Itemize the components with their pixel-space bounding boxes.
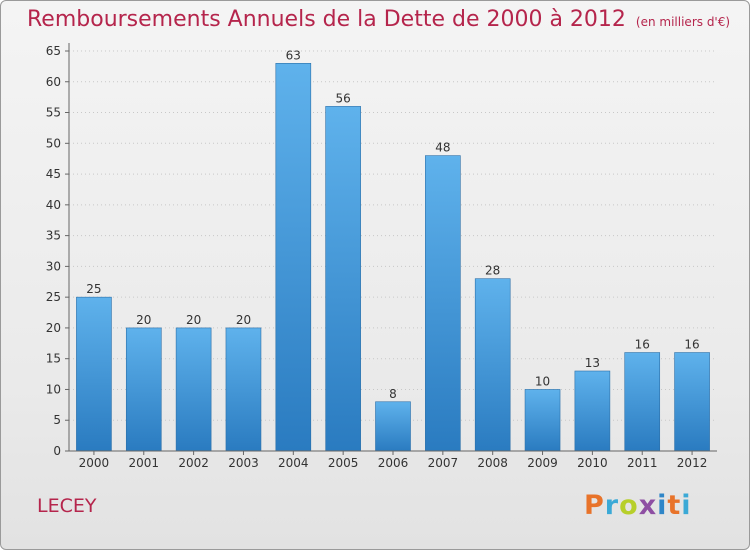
value-label: 20	[136, 313, 151, 327]
y-tick-label: 5	[53, 413, 61, 427]
value-label: 20	[186, 313, 201, 327]
bar	[175, 327, 212, 452]
y-tick-label: 60	[46, 75, 61, 89]
value-label: 8	[389, 387, 397, 401]
logo-letter: i	[681, 490, 692, 521]
y-tick-label: 45	[46, 167, 61, 181]
bar	[674, 352, 710, 452]
x-tick-label: 2003	[228, 456, 259, 470]
x-tick-label: 2000	[79, 456, 110, 470]
bar	[624, 352, 661, 452]
logo-letter: t	[667, 490, 682, 521]
value-label: 10	[535, 374, 550, 388]
bar	[375, 401, 411, 452]
y-tick-label: 40	[46, 198, 61, 212]
bar	[524, 389, 561, 452]
y-tick-label: 15	[46, 352, 61, 366]
grid	[69, 50, 717, 421]
value-label: 63	[286, 48, 301, 62]
bar	[76, 296, 112, 452]
x-tick-label: 2001	[128, 456, 159, 470]
value-label: 20	[236, 313, 251, 327]
x-tick-label: 2004	[278, 456, 309, 470]
value-label: 25	[86, 282, 101, 296]
chart-title-text: Remboursements Annuels de la Dette de 20…	[27, 7, 626, 32]
x-tick-label: 2012	[677, 456, 708, 470]
x-tick-label: 2008	[477, 456, 508, 470]
value-label: 28	[485, 264, 500, 278]
logo-letter: r	[604, 490, 620, 521]
y-tick-label: 20	[46, 321, 61, 335]
x-tick-label: 2009	[527, 456, 558, 470]
bar	[574, 370, 611, 452]
chart-unit: (en milliers d'€)	[635, 15, 731, 29]
bar	[425, 155, 461, 452]
axes: 0 5 10 15 20 25 30 35 40 45 50 55 60 65 2000 2001 2002 20…	[46, 43, 717, 470]
y-tick-label: 10	[46, 382, 61, 396]
bar	[325, 106, 361, 452]
chart-title: Remboursements Annuels de la Dette de 20…	[27, 7, 730, 32]
logo-letter: i	[657, 490, 668, 521]
logo-letter: x	[638, 490, 658, 521]
logo-letter: o	[619, 490, 639, 521]
y-tick-label: 65	[46, 44, 61, 58]
bars: 25 20 20 20 63 56 8 48 28 10 13 16 16	[76, 48, 710, 452]
y-tick-label: 55	[46, 106, 61, 120]
value-label: 16	[635, 338, 650, 352]
value-label: 13	[585, 356, 600, 370]
commune-name: LECEY	[37, 495, 97, 517]
x-tick-label: 2011	[627, 456, 658, 470]
y-tick-label: 0	[53, 444, 61, 458]
x-tick-label: 2002	[178, 456, 209, 470]
bar	[275, 63, 312, 452]
x-tick-label: 2005	[328, 456, 359, 470]
proxiti-logo: Proxiti	[584, 490, 692, 521]
logo-letter: P	[584, 490, 605, 521]
bar	[225, 327, 262, 452]
y-tick-label: 50	[46, 136, 61, 150]
value-label: 48	[435, 141, 450, 155]
x-tick-label: 2006	[378, 456, 409, 470]
x-tick-label: 2007	[428, 456, 459, 470]
y-tick-label: 30	[46, 259, 61, 273]
y-tick-label: 25	[46, 290, 61, 304]
value-label: 56	[336, 91, 351, 105]
y-tick-label: 35	[46, 229, 61, 243]
bar	[474, 278, 511, 452]
bar	[125, 327, 162, 452]
x-tick-label: 2010	[577, 456, 608, 470]
value-label: 16	[684, 338, 699, 352]
